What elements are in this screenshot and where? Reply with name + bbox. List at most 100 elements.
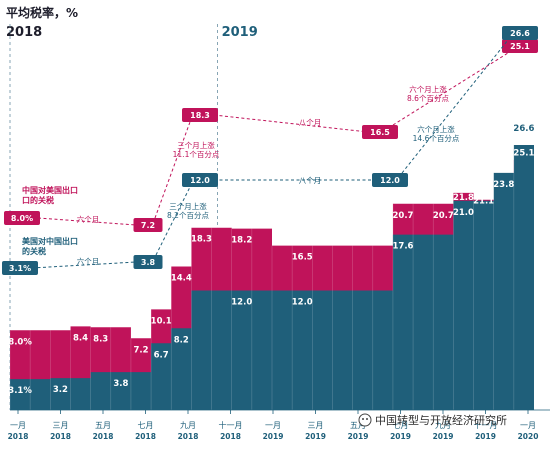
blue-segment-label: 3.2 — [53, 385, 68, 395]
x-tick-year: 2018 — [178, 432, 199, 441]
red-segment-label: 20.7 — [433, 211, 454, 221]
red-connector-4 — [392, 52, 509, 126]
red-connector-2 — [154, 121, 191, 219]
x-tick-year: 2019 — [263, 432, 284, 441]
red-value-box-label: 8.0% — [11, 214, 33, 223]
x-tick-month: 五月 — [95, 421, 111, 430]
x-tick-month: 三月 — [53, 421, 69, 430]
blue-segment-label: 3.8 — [113, 379, 128, 389]
blue-duration-eight-months: 八个月 — [299, 176, 322, 185]
year-label-2018: 2018 — [6, 25, 42, 40]
blue-value-box-label: 3.1% — [9, 264, 31, 273]
red-segment-label: 10.1 — [151, 316, 172, 326]
red-duration-eight-months: 八个月 — [299, 118, 322, 127]
blue-rise-annotation-2: 14.6个百分点 — [413, 134, 460, 143]
red-rise-annotation-2: 8.6个百分点 — [407, 94, 449, 103]
x-tick-year: 2018 — [220, 432, 241, 441]
x-tick-year: 2018 — [50, 432, 71, 441]
red-segment-label: 21.1 — [473, 196, 494, 206]
x-tick-year: 2019 — [348, 432, 369, 441]
red-value-box — [362, 125, 398, 139]
blue-segment-label: 12.0 — [231, 297, 252, 307]
x-tick-year: 2018 — [8, 432, 29, 441]
x-tick-year: 2020 — [518, 432, 539, 441]
red-rise-annotation-1: 11.1个百分点 — [173, 150, 220, 159]
blue-connector-4 — [401, 39, 509, 174]
blue-rise-annotation-1: 三个月上涨 — [169, 201, 207, 211]
red-segment-label: 8.0% — [8, 337, 32, 347]
watermark-logo-icon-dot — [362, 418, 364, 420]
blue-value-box — [133, 255, 163, 269]
red-value-box-label: 18.3 — [190, 111, 210, 120]
blue-segment-label: 21.0 — [453, 208, 474, 218]
red-segment-label: 7.2 — [133, 345, 148, 355]
red-value-box — [182, 108, 218, 122]
legend-china-on-us: 口的关税 — [22, 195, 54, 205]
blue-value-box — [372, 173, 408, 187]
blue-value-box-label: 26.6 — [510, 29, 530, 38]
x-tick-month: 九月 — [435, 421, 451, 430]
blue-rise-annotation-1: 8.2个百分点 — [167, 211, 209, 220]
x-tick-year: 2018 — [135, 432, 156, 441]
x-tick-month: 一月 — [520, 421, 536, 430]
blue-segment-label: 23.8 — [493, 180, 514, 190]
x-tick-month: 三月 — [308, 421, 324, 430]
red-duration-six-months: 六个月 — [77, 214, 100, 224]
x-tick-month: 七月 — [138, 421, 154, 430]
red-connector-3 — [213, 114, 369, 133]
x-tick-month: 九月 — [180, 421, 196, 430]
year-label-2019: 2019 — [222, 25, 258, 40]
x-tick-year: 2019 — [305, 432, 326, 441]
red-segment-label: 20.7 — [393, 211, 414, 221]
blue-segment-label: 17.6 — [393, 242, 414, 252]
x-tick-month: 一月 — [265, 421, 281, 430]
blue-connector-2 — [155, 186, 191, 256]
blue-value-box-label: 12.0 — [190, 176, 210, 185]
red-segment-label: 8.4 — [73, 333, 88, 343]
red-segment-label: 14.4 — [171, 274, 192, 284]
blue-rise-annotation-2: 六个月上涨 — [417, 124, 455, 134]
blue-duration-six-months: 六个月 — [77, 256, 100, 266]
blue-value-box — [502, 26, 538, 40]
red-segment-label: 16.5 — [292, 253, 313, 263]
blue-value-box-label: 3.8 — [141, 258, 156, 267]
blue-value-box — [182, 173, 218, 187]
red-segment-label: 8.3 — [93, 334, 108, 344]
blue-segment-label: 8.2 — [174, 335, 189, 345]
us-on-china-area — [10, 145, 534, 410]
red-value-box — [133, 218, 163, 232]
x-tick-month: 七月 — [393, 421, 409, 430]
watermark-logo-icon-dot — [366, 418, 368, 420]
x-tick-month: 一月 — [10, 421, 26, 430]
red-rise-annotation-2: 六个月上涨 — [409, 84, 447, 94]
red-value-box — [4, 211, 40, 225]
watermark-text: 中国转型与开放经济研究所 — [375, 413, 507, 427]
blue-value-box-label: 12.0 — [380, 176, 400, 185]
blue-segment-label: 3.1% — [8, 386, 32, 396]
red-segment-label: 25.1 — [513, 148, 534, 158]
blue-segment-label: 12.0 — [292, 297, 313, 307]
x-tick-month: 五月 — [350, 421, 366, 430]
chart-title: 平均税率，% — [6, 5, 78, 20]
legend-china-on-us: 中国对美国出口 — [22, 185, 78, 195]
legend-us-on-china: 的关税 — [22, 246, 46, 256]
red-segment-label: 21.8 — [453, 193, 474, 203]
x-tick-month: 十一月 — [474, 420, 498, 430]
red-value-box-label: 7.2 — [141, 221, 155, 230]
red-segment-label: 18.2 — [231, 236, 252, 246]
x-tick-month: 十一月 — [219, 420, 243, 430]
blue-segment-label: 26.6 — [513, 124, 534, 134]
red-segment-label: 18.3 — [191, 235, 212, 245]
x-tick-year: 2019 — [433, 432, 454, 441]
legend-us-on-china: 美国对中国出口 — [22, 236, 78, 246]
watermark-logo-icon — [358, 413, 372, 427]
red-value-box-label: 16.5 — [370, 128, 390, 137]
blue-connector-1 — [31, 261, 137, 269]
red-value-box-label: 25.1 — [510, 42, 530, 51]
red-value-box — [502, 39, 538, 53]
blue-value-box — [2, 261, 38, 275]
x-tick-year: 2019 — [390, 432, 411, 441]
red-rise-annotation-1: 三个月上涨 — [177, 140, 215, 150]
